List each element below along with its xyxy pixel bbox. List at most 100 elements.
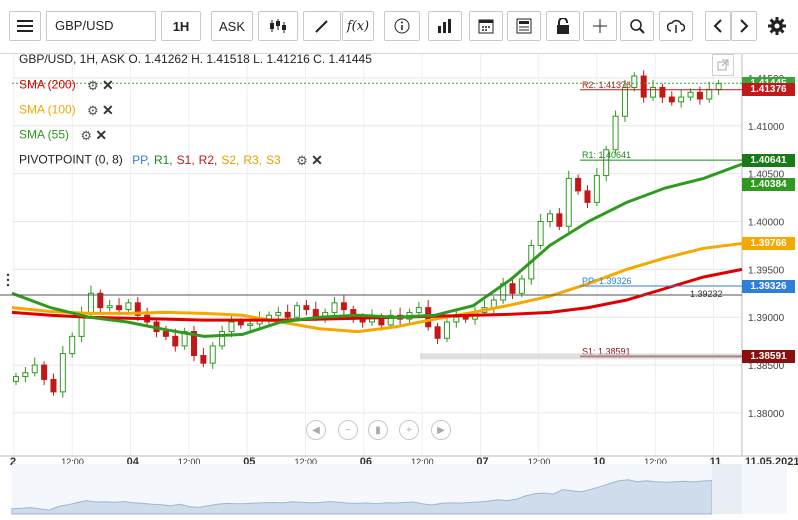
price-tag-6: 1.38591 (742, 349, 795, 363)
info-icon (394, 18, 410, 34)
candle-body (434, 326, 441, 339)
crosshair-button[interactable] (583, 11, 617, 41)
news-button[interactable] (507, 11, 541, 41)
x-tick-label: 12:00 (295, 457, 318, 467)
candle-body (443, 321, 450, 339)
candle-body (209, 345, 216, 364)
sma100-legend: SMA (100) ⚙ ✕ (19, 102, 114, 119)
sma55-line (11, 162, 743, 338)
sma55-label: SMA (55) (19, 127, 70, 142)
zoom-in-button[interactable]: + (399, 420, 419, 440)
pivot-label: PIVOTPOINT (0, 8) (19, 152, 123, 167)
candle-body (237, 321, 244, 326)
calendar-icon (478, 19, 494, 34)
candle-body (22, 372, 29, 378)
scroll-left-button[interactable]: ◀ (306, 420, 326, 440)
y-tick-label: 1.38500 (748, 361, 785, 372)
sma200-close-icon[interactable]: ✕ (102, 77, 114, 93)
candle-body (162, 331, 169, 337)
candle-body (575, 177, 582, 192)
x-tick-label: 11 (710, 456, 722, 468)
popout-button[interactable] (712, 54, 734, 76)
candle-body (715, 83, 722, 90)
candle-body (275, 311, 282, 316)
zoom-in-icon: + (406, 424, 412, 436)
calendar-button[interactable] (469, 11, 503, 41)
chart-type-button[interactable] (258, 11, 298, 41)
y-tick-label: 1.40000 (748, 218, 785, 229)
forward-button[interactable] (731, 11, 757, 41)
candle-body (294, 305, 301, 318)
candles-icon (270, 19, 286, 33)
candle-body (678, 96, 685, 103)
candle-body (191, 331, 197, 357)
sma200-gear-icon[interactable]: ⚙ (87, 78, 99, 93)
crosshair-label: 1.39232 (690, 289, 723, 299)
pivot-label-r1: R1: 1.40641 (582, 150, 631, 160)
draw-button[interactable] (303, 11, 341, 41)
volume-button[interactable] (428, 11, 462, 41)
draw-icon (315, 20, 328, 33)
news-icon (516, 18, 532, 34)
back-button[interactable] (705, 11, 731, 41)
reset-view-button[interactable]: ▮ (368, 420, 388, 440)
lock-button[interactable] (546, 11, 580, 41)
candle-body (331, 302, 338, 313)
candle-body (668, 96, 675, 103)
sma100-line (11, 242, 743, 334)
pivot-label-r2: R2: 1.41376 (582, 80, 631, 90)
forward-icon (740, 19, 749, 33)
candle-body (69, 335, 76, 355)
candle-body (50, 378, 57, 393)
x-tick-label: 12:00 (411, 457, 434, 467)
sma100-label: SMA (100) (19, 102, 76, 117)
ohlc-text: GBP/USD, 1H, ASK O. 1.41262 H. 1.41518 L… (19, 52, 372, 66)
reset-view-icon: ▮ (375, 424, 381, 436)
share-icon (667, 19, 685, 33)
x-tick-label: 2 (10, 456, 16, 468)
y-tick-label: 1.38000 (748, 409, 785, 420)
drag-handle[interactable] (6, 273, 10, 287)
sma100-gear-icon[interactable]: ⚙ (87, 103, 99, 118)
share-button[interactable] (659, 11, 693, 41)
info-button[interactable] (384, 11, 420, 41)
menu-button[interactable] (9, 11, 41, 41)
timeframe-button[interactable]: 1H (161, 11, 201, 41)
price-side-button[interactable]: ASK (211, 11, 253, 41)
candle-body (106, 305, 113, 309)
candle-body (247, 323, 254, 326)
indicators-button[interactable]: f(x) (342, 11, 374, 41)
candle-body (219, 331, 226, 347)
popout-icon (717, 59, 729, 71)
symbol-input[interactable]: GBP/USD (46, 11, 156, 41)
candle-body (228, 321, 235, 333)
candle-body (31, 364, 38, 374)
pivot-legend: PIVOTPOINT (0, 8) PP, R1, S1, R2, S2, R3, S3 ⚙… (19, 152, 323, 169)
pivot-items: PP, R1, S1, R2, S2, R3, S3 (132, 153, 285, 167)
sma100-close-icon[interactable]: ✕ (102, 102, 114, 118)
candle-body (640, 75, 647, 98)
candle-body (650, 87, 657, 98)
candle-body (59, 353, 66, 393)
scroll-right-button[interactable]: ▶ (431, 420, 451, 440)
candle-body (87, 292, 94, 313)
candle-body (537, 221, 544, 246)
pivot-item-1: R1, (153, 152, 173, 167)
x-tick-label: 12:00 (178, 457, 201, 467)
pivot-gear-icon[interactable]: ⚙ (296, 153, 308, 168)
price-tag-5: 1.39326 (742, 279, 795, 293)
candle-body (509, 283, 516, 294)
candle-body (453, 316, 460, 323)
pivot-item-4: S2, (221, 152, 240, 167)
sma55-close-icon[interactable]: ✕ (95, 127, 108, 143)
sma55-gear-icon[interactable]: ⚙ (80, 128, 93, 143)
zoom-out-button[interactable]: − (338, 420, 358, 440)
indicators-icon: f(x) (346, 18, 370, 34)
settings-button[interactable] (766, 15, 788, 37)
zoom-button[interactable] (620, 11, 654, 41)
pivot-close-icon[interactable]: ✕ (311, 152, 323, 168)
candle-body (200, 355, 207, 364)
candle-body (125, 302, 132, 311)
chart-area[interactable]: 1.38000 1.38500 1.39000 1.39500 1.40000 1.405… (0, 54, 798, 520)
candle-body (13, 376, 19, 382)
